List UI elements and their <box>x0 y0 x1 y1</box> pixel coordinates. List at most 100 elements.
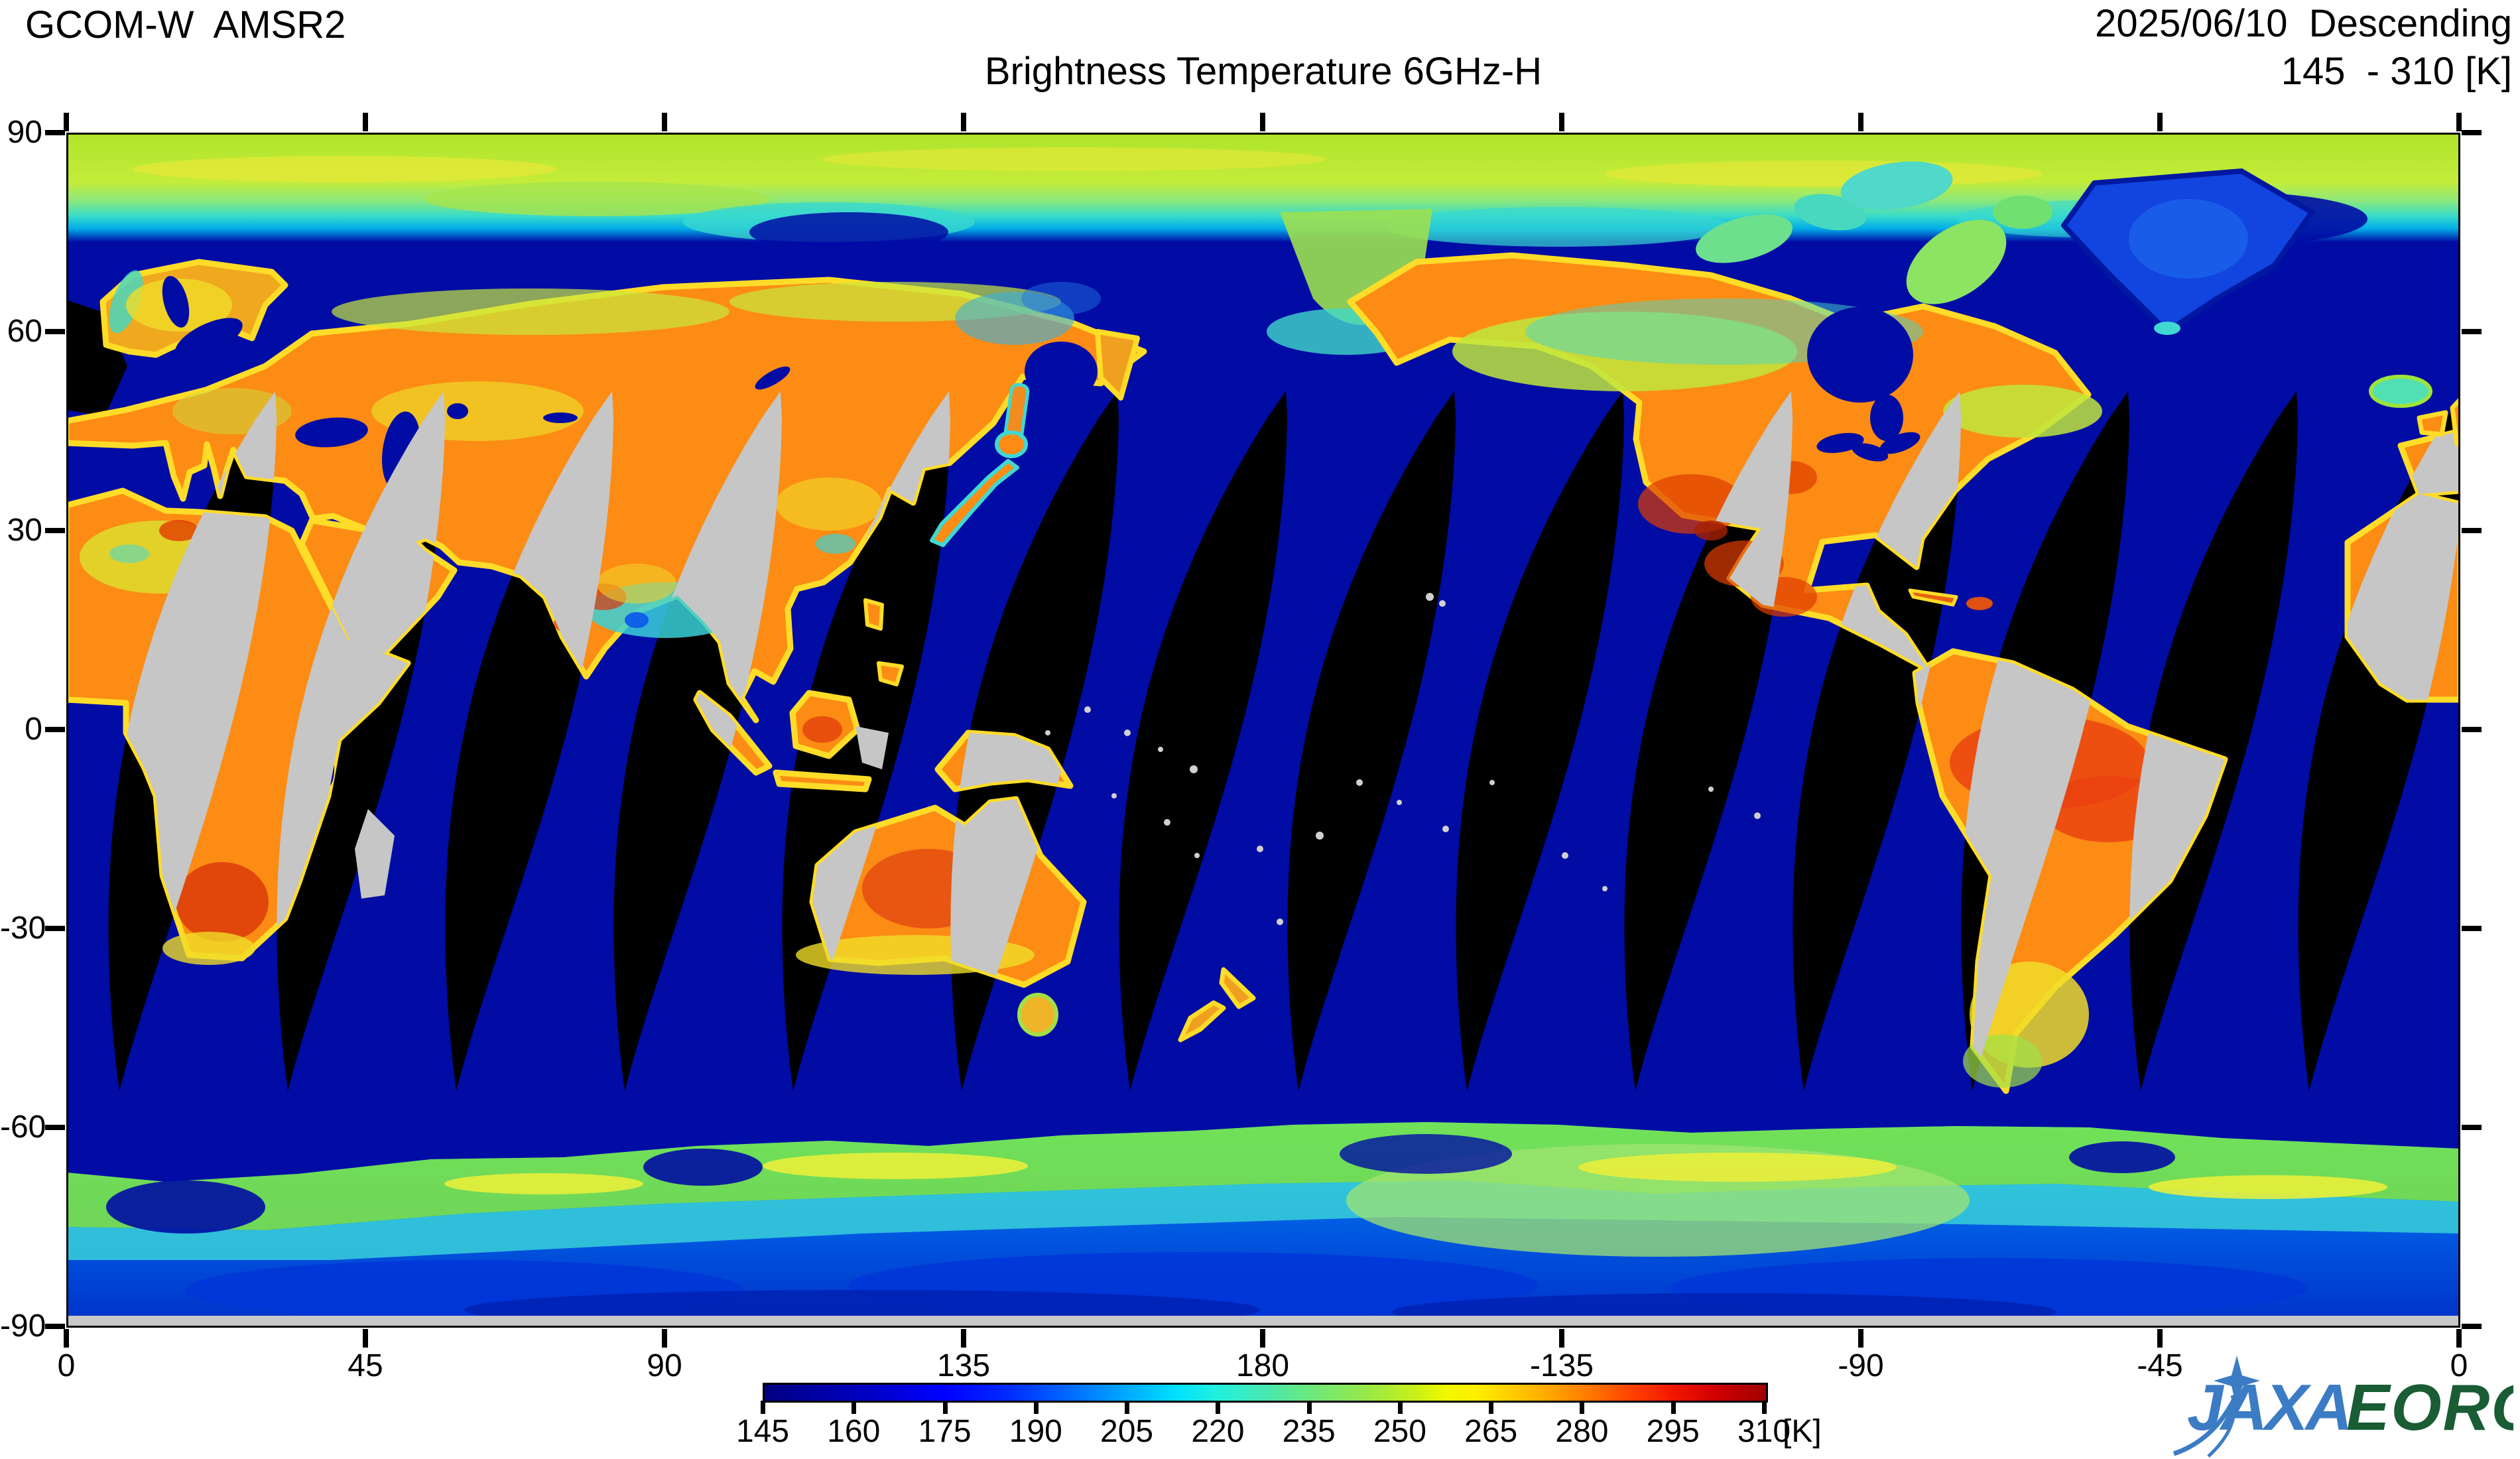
swath-gap-blade <box>1287 391 1456 1091</box>
lon-tick-bottom <box>1260 1329 1265 1348</box>
island-features <box>355 161 2460 1043</box>
lat-tick-right <box>2462 130 2482 135</box>
lat-tick-left <box>45 1125 65 1130</box>
land-iceland <box>2369 375 2432 408</box>
map-frame <box>66 133 2460 1328</box>
colorbar-tick <box>942 1401 948 1414</box>
lon-tick-top <box>1260 113 1265 131</box>
lat-tick-label: 0 <box>25 712 42 747</box>
jaxa-eorc-logo: JAXA EORC <box>2173 1356 2513 1458</box>
colorbar-tick <box>1306 1401 1312 1414</box>
lat-tick-label: -60 <box>0 1110 46 1145</box>
lon-tick-bottom <box>64 1329 69 1348</box>
swath-gap-blade <box>2129 391 2299 1091</box>
lon-tick-top <box>1858 113 1863 131</box>
lat-tick-label: 60 <box>7 314 42 349</box>
land-greenland <box>2061 168 2314 335</box>
colorbar-tick-label: 220 <box>1191 1414 1245 1449</box>
lat-tick-right <box>2462 1125 2482 1130</box>
atoll-speckles <box>1045 593 1761 925</box>
lon-tick-bottom <box>1858 1329 1863 1348</box>
swath-gap-north-sea <box>66 300 127 416</box>
mission-label: GCOM-W AMSR2 <box>25 3 346 46</box>
lat-tick-label: -90 <box>0 1308 46 1344</box>
jaxa-star-icon <box>2214 1356 2260 1409</box>
lon-tick-top <box>961 113 966 131</box>
colorbar-tick-label: 250 <box>1373 1414 1426 1449</box>
lat-tick-left <box>45 727 65 732</box>
colorbar-tick-label: 265 <box>1464 1414 1518 1449</box>
colorbar <box>763 1383 1768 1403</box>
lat-tick-left <box>45 926 65 931</box>
lon-tick-bottom <box>363 1329 368 1348</box>
colorbar-tick <box>1762 1401 1767 1414</box>
lon-tick-bottom <box>1559 1329 1564 1348</box>
date-mode-label: 2025/06/10 Descending <box>2095 2 2512 45</box>
lat-tick-label: -30 <box>0 911 46 946</box>
colorbar-tick-label: 235 <box>1282 1414 1336 1449</box>
colorbar-tick-label: 310 <box>1737 1414 1791 1449</box>
lat-tick-left <box>45 528 65 533</box>
lon-tick-label: -135 <box>1529 1348 1594 1383</box>
lat-tick-left <box>45 1324 65 1329</box>
map-area <box>66 133 2460 1328</box>
lat-tick-label: 30 <box>7 513 42 548</box>
lon-tick-top <box>2157 113 2163 131</box>
swath-gap-blade <box>1456 391 1625 1091</box>
lon-tick-label: 0 <box>2450 1348 2468 1383</box>
jaxa-wordmark: JAXA <box>2187 1371 2350 1444</box>
lat-tick-right <box>2462 926 2482 931</box>
lon-tick-top <box>2456 113 2462 131</box>
range-label: 145 - 310 [K] <box>2281 50 2512 93</box>
lon-tick-label: 135 <box>936 1348 991 1383</box>
colorbar-tick <box>1033 1401 1039 1414</box>
lat-tick-label: 90 <box>7 115 42 150</box>
colorbar-tick-label: 205 <box>1100 1414 1154 1449</box>
land-kamchatka <box>1095 329 1140 401</box>
polar-gap-strip <box>66 1316 2460 1328</box>
antarctic-region <box>66 1122 2460 1328</box>
lon-tick-bottom <box>2157 1329 2163 1348</box>
colorbar-tick <box>851 1401 857 1414</box>
lon-tick-top <box>363 113 368 131</box>
colorbar-tick <box>1397 1401 1403 1414</box>
lon-tick-label: 180 <box>1235 1348 1290 1383</box>
colorbar-tick-label: 175 <box>918 1414 972 1449</box>
lon-tick-top <box>64 113 69 131</box>
lon-tick-bottom <box>961 1329 966 1348</box>
land-philippines <box>863 598 904 686</box>
lat-tick-left <box>45 329 65 334</box>
land-sulawesi <box>855 726 889 769</box>
swath-gap-blade <box>1119 391 1288 1091</box>
colorbar-tick <box>761 1401 765 1414</box>
colorbar-tick-label: 145 <box>735 1414 790 1449</box>
lon-tick-label: 45 <box>347 1348 383 1383</box>
land-madagascar <box>355 809 395 899</box>
colorbar-tick <box>1125 1401 1130 1414</box>
lon-tick-bottom <box>2456 1329 2462 1348</box>
lon-tick-label: 0 <box>57 1348 76 1383</box>
land-tasmania <box>1017 993 1058 1037</box>
lat-tick-right <box>2462 528 2482 533</box>
canadian-archipelago <box>1696 161 2052 304</box>
map-canvas <box>66 133 2460 1328</box>
land-cuba <box>1908 588 1958 607</box>
land-new-zealand <box>1178 967 1256 1043</box>
colorbar-tick <box>1580 1401 1585 1414</box>
colorbar-unit: [K] <box>1783 1414 1822 1449</box>
land-british-isles <box>2417 396 2460 447</box>
lat-tick-right <box>2462 329 2482 334</box>
colorbar-tick <box>1489 1401 1494 1414</box>
lon-tick-top <box>662 113 667 131</box>
colorbar-tick-label: 190 <box>1009 1414 1062 1449</box>
page-title: Brightness Temperature 6GHz-H <box>984 50 1543 93</box>
land-java <box>773 769 872 793</box>
colorbar-tick <box>1670 1401 1676 1414</box>
lat-tick-right <box>2462 727 2482 732</box>
land-honshu <box>930 459 1019 547</box>
land-hispaniola <box>1966 597 1993 610</box>
lon-tick-label: -45 <box>2137 1348 2183 1383</box>
lon-tick-label: -90 <box>1838 1348 1884 1383</box>
lat-tick-right <box>2462 1324 2482 1329</box>
lat-tick-left <box>45 130 65 135</box>
